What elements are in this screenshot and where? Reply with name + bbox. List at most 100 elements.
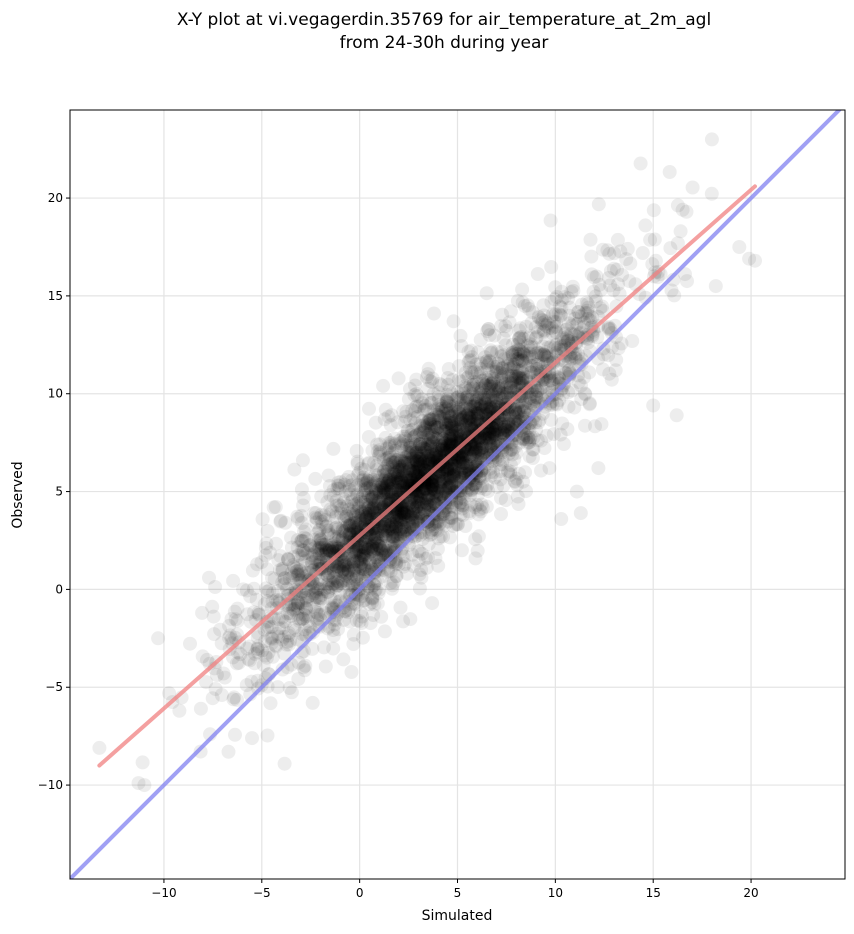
scatter-point [431, 479, 446, 494]
scatter-point [489, 362, 504, 377]
scatter-point [360, 476, 375, 491]
scatter-point [580, 297, 595, 312]
scatter-point [443, 432, 458, 447]
scatter-point [468, 452, 483, 467]
scatter-point [550, 370, 565, 385]
scatter-point [509, 369, 524, 384]
scatter-point [425, 491, 440, 506]
scatter-point [314, 547, 329, 562]
scatter-point [396, 513, 411, 528]
scatter-point [486, 437, 501, 452]
scatter-point [428, 419, 443, 434]
scatter-point [438, 482, 453, 497]
scatter-point [479, 399, 494, 414]
scatter-point [248, 646, 262, 661]
scatter-point [265, 586, 280, 601]
scatter-point [528, 357, 543, 372]
scatter-point [379, 467, 394, 482]
scatter-point [454, 413, 469, 428]
scatter-point [359, 475, 374, 490]
scatter-point [562, 300, 577, 315]
scatter-point [546, 427, 561, 442]
scatter-point [425, 436, 440, 451]
scatter-point [278, 571, 292, 586]
scatter-point [458, 519, 473, 533]
scatter-point [330, 481, 345, 496]
scatter-point [281, 628, 296, 643]
scatter-point [536, 325, 551, 339]
scatter-point [387, 431, 402, 446]
scatter-point [396, 614, 411, 629]
scatter-point [497, 367, 511, 382]
scatter-point [350, 496, 365, 511]
scatter-point [514, 330, 529, 344]
scatter-point [379, 478, 394, 493]
scatter-point [427, 420, 442, 435]
scatter-point [307, 506, 322, 520]
scatter-point [342, 526, 357, 541]
x-tick-label: 15 [646, 886, 661, 900]
scatter-point [463, 448, 477, 463]
scatter-point [367, 531, 382, 546]
scatter-point [262, 583, 277, 598]
scatter-point [413, 454, 427, 469]
scatter-point [366, 536, 381, 550]
scatter-point [471, 408, 485, 423]
scatter-point [592, 277, 607, 292]
scatter-point [417, 441, 432, 456]
scatter-point [364, 542, 379, 557]
scatter-point [366, 488, 381, 503]
scatter-point [353, 560, 368, 575]
scatter-point [494, 379, 509, 394]
scatter-point [414, 496, 429, 511]
scatter-point [368, 475, 383, 490]
scatter-point [524, 358, 539, 373]
scatter-point [460, 423, 474, 438]
scatter-point [550, 373, 565, 388]
scatter-point [392, 462, 407, 477]
scatter-point [460, 464, 475, 479]
scatter-point [535, 313, 550, 328]
scatter-point [481, 372, 496, 387]
scatter-point [302, 538, 317, 553]
scatter-point [289, 632, 304, 647]
scatter-point [286, 550, 301, 564]
scatter-point [503, 304, 518, 319]
scatter-point [226, 650, 240, 665]
scatter-point [326, 628, 341, 643]
scatter-point [464, 365, 479, 380]
scatter-point [243, 589, 258, 604]
scatter-point [493, 464, 508, 479]
scatter-point [425, 596, 440, 611]
scatter-point [515, 380, 530, 395]
scatter-point [343, 487, 358, 502]
scatter-point [404, 467, 418, 481]
scatter-point [423, 396, 438, 410]
scatter-point [298, 609, 313, 624]
scatter-point [428, 522, 443, 537]
scatter-point [355, 506, 370, 521]
scatter-point [277, 646, 292, 661]
scatter-point [336, 510, 351, 525]
scatter-point [289, 623, 303, 638]
scatter-point [484, 376, 499, 391]
scatter-point [488, 423, 503, 438]
scatter-point [289, 564, 304, 579]
scatter-point [551, 341, 566, 355]
scatter-point [512, 331, 526, 346]
scatter-point [548, 324, 563, 339]
scatter-point [249, 592, 264, 607]
scatter-point [346, 627, 361, 642]
scatter-point [443, 431, 458, 445]
scatter-point [344, 665, 359, 679]
scatter-point [408, 453, 423, 468]
scatter-point [500, 367, 515, 382]
scatter-point [458, 455, 473, 470]
scatter-point [435, 432, 450, 447]
scatter-point [307, 600, 322, 615]
scatter-point [533, 382, 547, 397]
scatter-point [496, 428, 511, 443]
scatter-point [417, 425, 431, 440]
scatter-point [310, 613, 325, 628]
scatter-point [331, 622, 345, 637]
